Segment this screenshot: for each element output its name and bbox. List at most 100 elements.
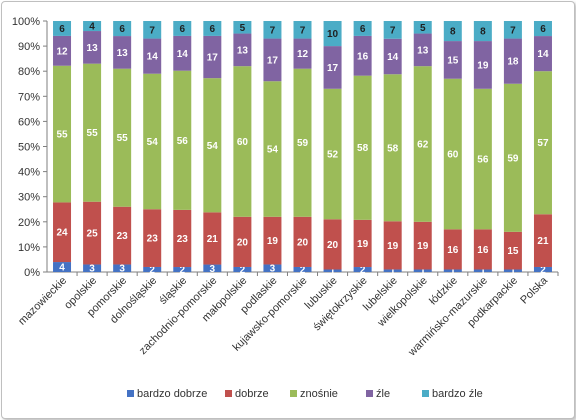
bar-segment	[233, 21, 252, 34]
data-label: 23	[117, 231, 129, 242]
data-label: 8	[450, 27, 456, 38]
data-label: 58	[357, 143, 369, 154]
data-label: 54	[147, 137, 159, 148]
data-label: 17	[327, 63, 339, 74]
bar-segment	[533, 266, 552, 272]
bar-segment	[83, 21, 102, 32]
data-label: 55	[56, 130, 68, 141]
data-label: 52	[327, 150, 339, 161]
data-label: 4	[89, 22, 95, 33]
legend-swatch	[225, 390, 232, 397]
x-tick-label: Polska	[518, 274, 550, 306]
data-label: 7	[510, 25, 516, 36]
bar-segment	[83, 63, 102, 202]
data-label: 1	[480, 266, 486, 277]
bar-segment	[113, 206, 132, 265]
data-label: 62	[417, 139, 429, 150]
data-label: 3	[119, 264, 125, 275]
data-label: 55	[117, 133, 129, 144]
bar-segment	[533, 214, 552, 267]
data-label: 14	[147, 52, 159, 63]
data-label: 60	[237, 137, 249, 148]
y-tick-label: 60%	[18, 116, 40, 128]
data-label: 21	[207, 234, 219, 245]
data-label: 12	[297, 49, 309, 60]
bar-segment	[203, 35, 222, 79]
data-label: 21	[537, 236, 549, 247]
data-label: 6	[360, 24, 366, 35]
data-label: 56	[477, 155, 489, 166]
data-label: 1	[390, 266, 396, 277]
data-label: 2	[149, 265, 155, 276]
bar-segment	[443, 229, 462, 270]
bar-segment	[413, 66, 432, 222]
bar-segment	[323, 269, 342, 272]
data-label: 56	[177, 136, 189, 147]
data-label: 60	[447, 150, 459, 161]
bar-segment	[503, 21, 522, 39]
bar-segment	[413, 33, 432, 67]
data-label: 20	[237, 237, 249, 248]
data-label: 15	[507, 246, 519, 257]
legend-swatch	[127, 390, 134, 397]
bar-segment	[383, 38, 402, 75]
bar-segment	[83, 264, 102, 272]
data-label: 7	[149, 25, 155, 36]
y-tick-label: 80%	[18, 66, 40, 78]
bar-segment	[233, 216, 252, 267]
bar-segment	[173, 209, 192, 268]
bar-segment	[533, 36, 552, 72]
y-tick-label: 40%	[18, 167, 40, 179]
data-label: 17	[267, 55, 279, 66]
bar-segment	[53, 202, 72, 263]
bar-segment	[113, 68, 132, 207]
bar-segment	[503, 83, 522, 232]
data-label: 23	[147, 234, 159, 245]
bar-segment	[83, 201, 102, 265]
y-tick-label: 30%	[18, 192, 40, 204]
bar-segment	[143, 73, 162, 210]
bar-segment	[353, 35, 372, 76]
data-label: 18	[507, 57, 519, 68]
bar-segment	[293, 216, 312, 267]
bar-segment	[263, 81, 282, 217]
data-label: 6	[210, 24, 216, 35]
y-tick-label: 90%	[18, 41, 40, 53]
legend-swatch	[366, 390, 373, 397]
bar-segment	[443, 41, 462, 79]
bar-segment	[113, 264, 132, 272]
bar-segment	[263, 216, 282, 265]
data-label: 5	[240, 23, 246, 34]
data-label: 10	[327, 29, 339, 40]
bar-segment	[143, 209, 162, 267]
bar-segment	[53, 262, 72, 272]
bar-segment	[383, 74, 402, 222]
bar-segment	[203, 212, 222, 265]
data-label: 54	[207, 141, 219, 152]
data-label: 59	[297, 138, 309, 149]
data-label: 19	[477, 60, 489, 71]
legend-swatch	[290, 390, 297, 397]
data-label: 12	[56, 46, 68, 57]
bar-segment	[443, 269, 462, 272]
data-label: 13	[87, 43, 99, 54]
legend-label: bardzo dobrze	[137, 388, 207, 400]
y-tick-label: 50%	[18, 142, 40, 154]
bar-segment	[173, 70, 192, 210]
data-label: 23	[177, 234, 189, 245]
y-tick-label: 0%	[24, 267, 40, 279]
legend-label: bardzo źle	[432, 388, 483, 400]
bar-segment	[383, 221, 402, 270]
data-label: 8	[480, 27, 486, 38]
bar-segment	[353, 219, 372, 268]
data-label: 13	[417, 45, 429, 56]
data-label: 1	[330, 266, 336, 277]
data-label: 14	[387, 52, 399, 63]
bar-segment	[353, 21, 372, 36]
bar-segment	[83, 31, 102, 64]
data-label: 7	[300, 25, 306, 36]
bar-segment	[263, 38, 282, 82]
data-label: 19	[267, 236, 279, 247]
bar-segment	[173, 21, 192, 36]
data-label: 58	[387, 143, 399, 154]
